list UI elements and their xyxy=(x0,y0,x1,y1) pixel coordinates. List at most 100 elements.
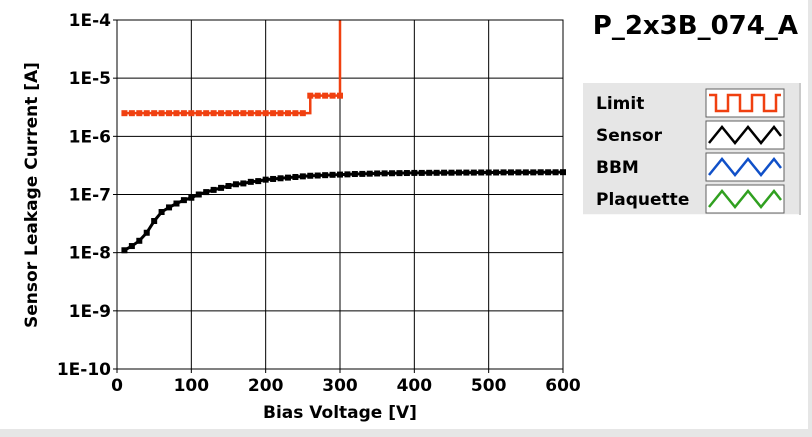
data-point xyxy=(180,110,187,117)
data-point xyxy=(232,181,239,188)
plot-frame xyxy=(116,19,564,370)
x-tick-label: 100 xyxy=(174,376,210,396)
data-point xyxy=(455,169,462,176)
data-point xyxy=(210,186,217,193)
y-tick-label: 1E-10 xyxy=(57,360,111,380)
legend[interactable]: Limit Sensor BBM Plaquette xyxy=(583,83,801,216)
data-point xyxy=(478,169,485,176)
data-point xyxy=(426,169,433,176)
data-point xyxy=(166,204,173,211)
data-point xyxy=(307,92,314,99)
data-point xyxy=(463,169,470,176)
data-point xyxy=(195,191,202,198)
legend-swatch xyxy=(705,88,785,118)
y-tick-label: 1E-7 xyxy=(69,186,111,206)
legend-swatch xyxy=(705,184,785,214)
data-point xyxy=(314,172,321,179)
data-point xyxy=(247,110,254,117)
data-point xyxy=(396,170,403,177)
data-point xyxy=(485,169,492,176)
legend-label: BBM xyxy=(596,158,639,178)
x-tick-label: 0 xyxy=(111,376,123,396)
data-point xyxy=(166,110,173,117)
data-point xyxy=(151,218,158,225)
data-point xyxy=(403,170,410,177)
data-point xyxy=(188,110,195,117)
data-point xyxy=(188,194,195,201)
data-point xyxy=(299,173,306,180)
data-point xyxy=(418,169,425,176)
data-point xyxy=(121,247,128,254)
data-point xyxy=(337,92,343,99)
legend-label: Limit xyxy=(596,94,644,114)
data-point xyxy=(240,180,247,187)
data-point xyxy=(366,170,373,177)
data-point xyxy=(158,110,165,117)
data-point xyxy=(277,110,284,117)
legend-swatch-line xyxy=(709,93,781,113)
data-point xyxy=(143,110,150,117)
data-point xyxy=(232,110,239,117)
data-point xyxy=(389,170,396,177)
data-point xyxy=(277,175,284,182)
data-point xyxy=(314,92,321,99)
data-point xyxy=(128,110,135,117)
data-point xyxy=(552,169,559,176)
x-tick-label: 300 xyxy=(322,376,358,396)
legend-item-sensor[interactable]: Sensor xyxy=(596,120,785,150)
data-point xyxy=(136,110,143,117)
data-point xyxy=(322,172,329,179)
data-point xyxy=(500,169,507,176)
y-axis-label: Sensor Leakage Current [A] xyxy=(22,62,42,328)
data-point xyxy=(173,110,180,117)
data-point xyxy=(173,200,180,207)
data-point xyxy=(522,169,529,176)
data-point xyxy=(225,110,232,117)
data-point xyxy=(225,183,232,190)
data-point xyxy=(344,171,351,178)
legend-label: Plaquette xyxy=(596,190,689,210)
legend-item-plaquette[interactable]: Plaquette xyxy=(596,184,785,214)
data-point xyxy=(374,170,381,177)
data-point xyxy=(203,189,210,196)
legend-item-limit[interactable]: Limit xyxy=(596,88,785,118)
data-point xyxy=(270,175,277,182)
x-axis-label: Bias Voltage [V] xyxy=(263,403,417,423)
data-point xyxy=(493,169,500,176)
axis-ticks: 0 100 200 300 400 500 600 1E-10 1E-9 1E-8 1E-7 1E-6… xyxy=(57,11,581,396)
data-point xyxy=(329,92,336,99)
y-tick-label: 1E-6 xyxy=(69,127,111,147)
data-point xyxy=(351,171,358,178)
legend-label: Sensor xyxy=(596,126,663,146)
data-point xyxy=(284,174,291,181)
data-point xyxy=(262,110,269,117)
data-point xyxy=(158,209,165,216)
data-point xyxy=(203,110,210,117)
data-point xyxy=(247,178,254,185)
data-point xyxy=(210,110,217,117)
series-sensor xyxy=(121,169,566,254)
legend-swatch-line xyxy=(708,124,782,145)
data-point xyxy=(359,170,366,177)
data-point xyxy=(151,110,158,117)
data-point xyxy=(262,176,269,183)
data-point xyxy=(218,184,225,191)
data-point xyxy=(307,172,314,179)
data-point xyxy=(381,170,388,177)
data-point xyxy=(433,169,440,176)
data-point xyxy=(507,169,514,176)
legend-swatch xyxy=(705,120,785,150)
chart-title: P_2x3B_074_A xyxy=(593,11,798,41)
x-tick-label: 200 xyxy=(248,376,284,396)
data-point xyxy=(292,173,299,180)
data-point xyxy=(270,110,277,117)
data-point xyxy=(448,169,455,176)
legend-item-bbm[interactable]: BBM xyxy=(596,152,785,182)
data-point xyxy=(143,229,150,236)
series-layer xyxy=(121,20,566,254)
data-point xyxy=(441,169,448,176)
x-tick-label: 400 xyxy=(397,376,433,396)
data-point xyxy=(530,169,537,176)
data-point xyxy=(411,169,418,176)
